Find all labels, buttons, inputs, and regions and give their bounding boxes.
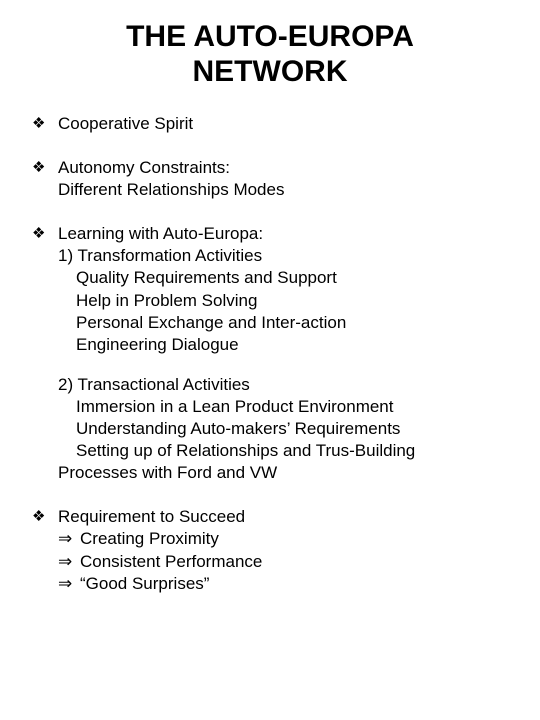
list-item-continuation: Processes with Ford and VW (58, 462, 510, 484)
section-subline: Different Relationships Modes (58, 179, 510, 201)
group-heading: 1) Transformation Activities (58, 245, 510, 267)
list-item: Engineering Dialogue (58, 334, 510, 356)
section-requirement-to-succeed: ❖ Requirement to Succeed ⇒ Creating Prox… (30, 506, 510, 594)
list-item: Immersion in a Lean Product Environment (58, 396, 510, 418)
section-lead: Autonomy Constraints: (58, 157, 510, 179)
page-title: THE AUTO-EUROPA NETWORK (30, 20, 510, 89)
list-item: Personal Exchange and Inter-action (58, 312, 510, 334)
double-arrow-icon: ⇒ (58, 573, 80, 595)
diamond-bullet-icon: ❖ (30, 113, 58, 135)
section-cooperative-spirit: ❖ Cooperative Spirit (30, 113, 510, 135)
group-heading: 2) Transactional Activities (58, 374, 510, 396)
arrow-item-text: Consistent Performance (80, 551, 262, 573)
arrow-item: ⇒ “Good Surprises” (58, 573, 510, 595)
list-item: Setting up of Relationships and Trus-Bui… (58, 440, 510, 462)
section-learning: ❖ Learning with Auto-Europa: 1) Transfor… (30, 223, 510, 484)
section-autonomy-constraints: ❖ Autonomy Constraints: Different Relati… (30, 157, 510, 201)
section-lead: Cooperative Spirit (58, 113, 510, 135)
double-arrow-icon: ⇒ (58, 528, 80, 550)
diamond-bullet-icon: ❖ (30, 157, 58, 179)
section-lead: Requirement to Succeed (58, 506, 510, 528)
list-item: Help in Problem Solving (58, 290, 510, 312)
arrow-item-text: Creating Proximity (80, 528, 219, 550)
section-lead: Learning with Auto-Europa: (58, 223, 510, 245)
list-item: Quality Requirements and Support (58, 267, 510, 289)
slide-page: THE AUTO-EUROPA NETWORK ❖ Cooperative Sp… (0, 0, 540, 637)
diamond-bullet-icon: ❖ (30, 506, 58, 528)
title-line-2: NETWORK (30, 55, 510, 90)
title-line-1: THE AUTO-EUROPA (30, 20, 510, 55)
arrow-item: ⇒ Consistent Performance (58, 551, 510, 573)
arrow-item-text: “Good Surprises” (80, 573, 209, 595)
diamond-bullet-icon: ❖ (30, 223, 58, 245)
list-item: Understanding Auto-makers’ Requirements (58, 418, 510, 440)
arrow-item: ⇒ Creating Proximity (58, 528, 510, 550)
double-arrow-icon: ⇒ (58, 551, 80, 573)
